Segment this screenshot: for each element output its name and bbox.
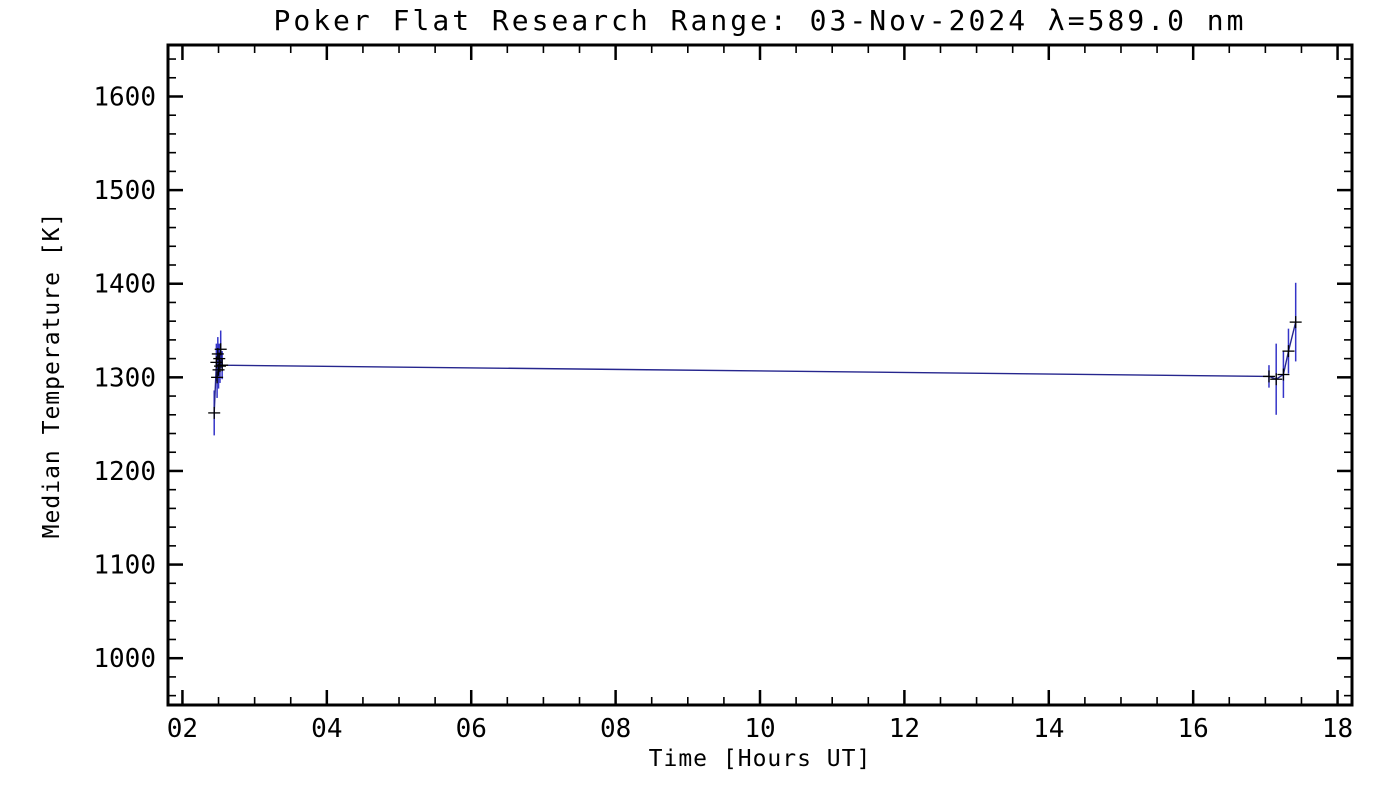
y-tick-label: 1600 [93, 82, 156, 112]
data-line [213, 321, 1297, 413]
x-tick-label: 16 [1178, 714, 1209, 744]
y-tick-label: 1500 [93, 176, 156, 206]
x-axis-label: Time [Hours UT] [648, 746, 872, 772]
x-tick-label: 04 [311, 714, 342, 744]
x-tick-label: 08 [600, 714, 631, 744]
x-tick-label: 18 [1322, 714, 1353, 744]
x-tick-label: 10 [744, 714, 775, 744]
y-tick-label: 1300 [93, 363, 156, 393]
y-tick-label: 1000 [93, 644, 156, 674]
chart-title: Poker Flat Research Range: 03-Nov-2024 λ… [273, 4, 1247, 37]
x-tick-label: 06 [456, 714, 487, 744]
x-tick-label: 12 [889, 714, 920, 744]
y-tick-label: 1400 [93, 270, 156, 300]
y-tick-label: 1100 [93, 551, 156, 581]
x-tick-label: 14 [1033, 714, 1064, 744]
y-tick-label: 1200 [93, 457, 156, 487]
x-tick-label: 02 [167, 714, 198, 744]
